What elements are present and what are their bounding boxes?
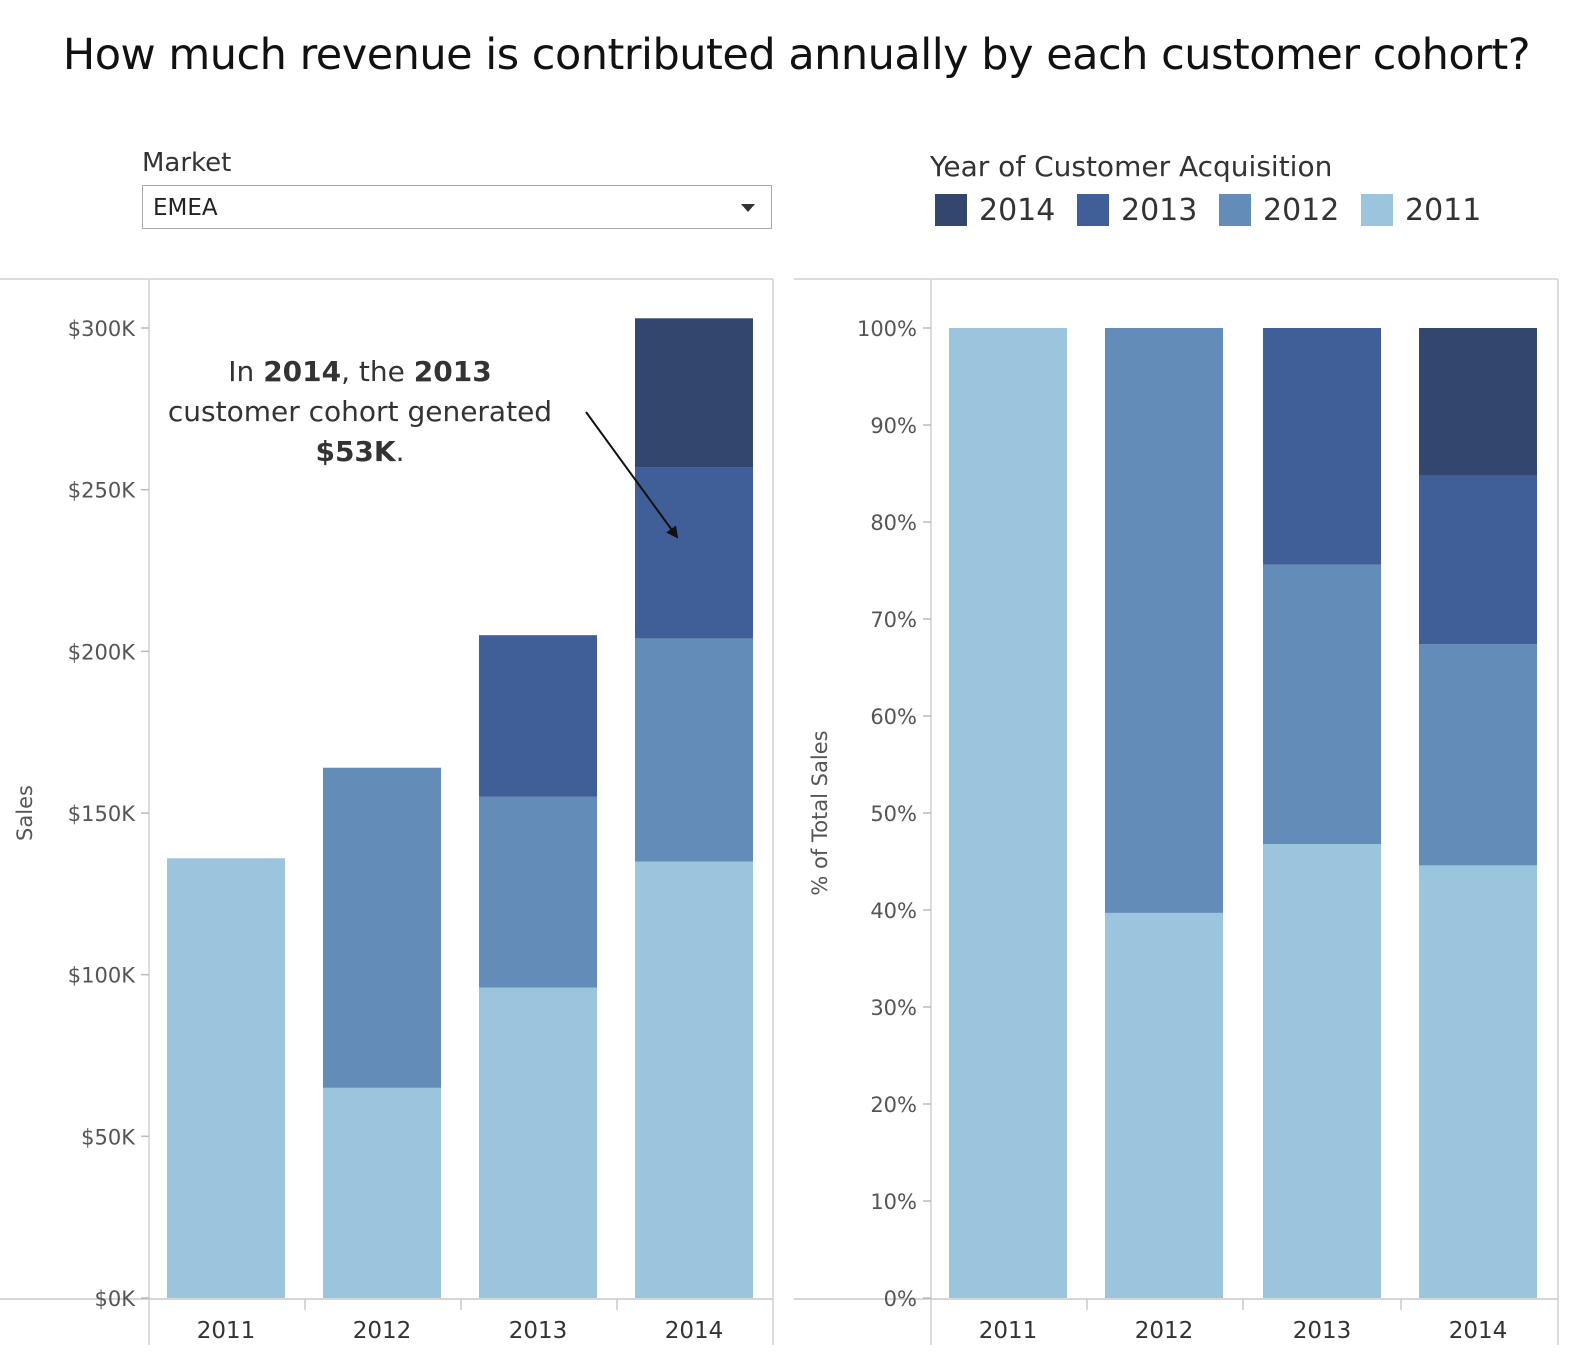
x-tick-label: 2014 xyxy=(1449,1318,1508,1344)
page-title: How much revenue is contributed annually… xyxy=(62,30,1531,80)
annotation-arrow xyxy=(585,411,679,539)
bar-2013-cohort-2013[interactable] xyxy=(479,635,597,797)
bar-2013-cohort-2011[interactable] xyxy=(1263,844,1381,1298)
x-tick-label: 2011 xyxy=(197,1318,256,1344)
legend-title: Year of Customer Acquisition xyxy=(930,150,1333,183)
legend-label: 2014 xyxy=(979,193,1056,228)
bar-2012-cohort-2011[interactable] xyxy=(1105,912,1223,1298)
y-tick-label: $0K xyxy=(95,1287,137,1311)
x-tick-label: 2012 xyxy=(353,1318,412,1344)
bar-2011-cohort-2011[interactable] xyxy=(949,328,1067,1298)
x-tick-label: 2013 xyxy=(1293,1318,1352,1344)
annotation-text: . xyxy=(395,435,405,468)
bar-2014-cohort-2014[interactable] xyxy=(635,318,753,468)
bar-2014-cohort-2013[interactable] xyxy=(1419,475,1537,645)
bar-2014-cohort-2012[interactable] xyxy=(1419,644,1537,866)
y-tick-label: $200K xyxy=(68,640,136,664)
x-tick-label: 2011 xyxy=(979,1318,1038,1344)
pct-sales-chart: 0% 10% 20% 30% 40% 50% 60% 70% 80% 90% 100% % of To… xyxy=(794,278,1559,1345)
bar-2013-cohort-2013[interactable] xyxy=(1263,328,1381,565)
y-tick-label: $50K xyxy=(81,1125,136,1149)
bar-2014-cohort-2014[interactable] xyxy=(1419,328,1537,476)
legend-label: 2013 xyxy=(1121,193,1198,228)
y-tick-label: $300K xyxy=(68,317,136,341)
market-filter-value: EMEA xyxy=(153,195,218,221)
annotation-text: customer cohort generated xyxy=(167,395,553,428)
chevron-down-icon[interactable] xyxy=(741,204,755,212)
legend-swatch xyxy=(1219,194,1251,226)
y-axis-label: Sales xyxy=(13,785,37,841)
x-tick-label: 2013 xyxy=(509,1318,568,1344)
bar-2012-cohort-2012[interactable] xyxy=(323,767,441,1088)
bar-2011-cohort-2011[interactable] xyxy=(167,858,285,1298)
bar-2012-cohort-2012[interactable] xyxy=(1105,328,1223,913)
y-tick-label: 50% xyxy=(870,802,917,826)
y-tick-label: $100K xyxy=(68,964,136,988)
y-axis-label: % of Total Sales xyxy=(808,730,832,895)
y-tick-label: 0% xyxy=(884,1287,917,1311)
legend-label: 2011 xyxy=(1405,193,1482,228)
bar-2014-cohort-2013[interactable] xyxy=(635,467,753,639)
y-tick-label: 20% xyxy=(870,1093,917,1117)
y-tick-label: 40% xyxy=(870,899,917,923)
y-tick-label: 80% xyxy=(870,511,917,535)
bar-2013-cohort-2012[interactable] xyxy=(1263,564,1381,845)
bar-2014-cohort-2012[interactable] xyxy=(635,638,753,862)
y-tick-label: 90% xyxy=(870,414,917,438)
y-tick-label: 60% xyxy=(870,705,917,729)
annotation-text: In xyxy=(228,355,264,388)
bar-2014-cohort-2011[interactable] xyxy=(1419,865,1537,1298)
annotation-year-b: 2013 xyxy=(413,355,492,388)
bar-2012-cohort-2011[interactable] xyxy=(323,1087,441,1298)
y-tick-label: 70% xyxy=(870,608,917,632)
x-tick-label: 2012 xyxy=(1135,1318,1194,1344)
legend-swatch xyxy=(1361,194,1393,226)
bar-2014-cohort-2011[interactable] xyxy=(635,861,753,1299)
legend-swatch xyxy=(1077,194,1109,226)
annotation-amount: $53K xyxy=(315,435,396,468)
y-tick-label: $250K xyxy=(68,479,136,503)
annotation: In 2014, the 2013 customer cohort genera… xyxy=(160,352,560,472)
bar-2013-cohort-2012[interactable] xyxy=(479,796,597,988)
annotation-year-a: 2014 xyxy=(263,355,342,388)
y-tick-label: 30% xyxy=(870,996,917,1020)
x-tick-label: 2014 xyxy=(665,1318,724,1344)
market-filter-dropdown[interactable]: EMEA xyxy=(142,185,772,229)
market-filter-label: Market xyxy=(142,148,232,178)
y-tick-label: 10% xyxy=(870,1190,917,1214)
sales-chart: $0K $50K $100K $150K $200K $250K $300K Sales 201… xyxy=(0,278,774,1345)
bar-2013-cohort-2011[interactable] xyxy=(479,987,597,1298)
legend-label: 2012 xyxy=(1263,193,1340,228)
legend-swatch xyxy=(935,194,967,226)
y-tick-label: $150K xyxy=(68,802,136,826)
annotation-text: , the xyxy=(341,355,414,388)
y-tick-label: 100% xyxy=(857,317,917,341)
